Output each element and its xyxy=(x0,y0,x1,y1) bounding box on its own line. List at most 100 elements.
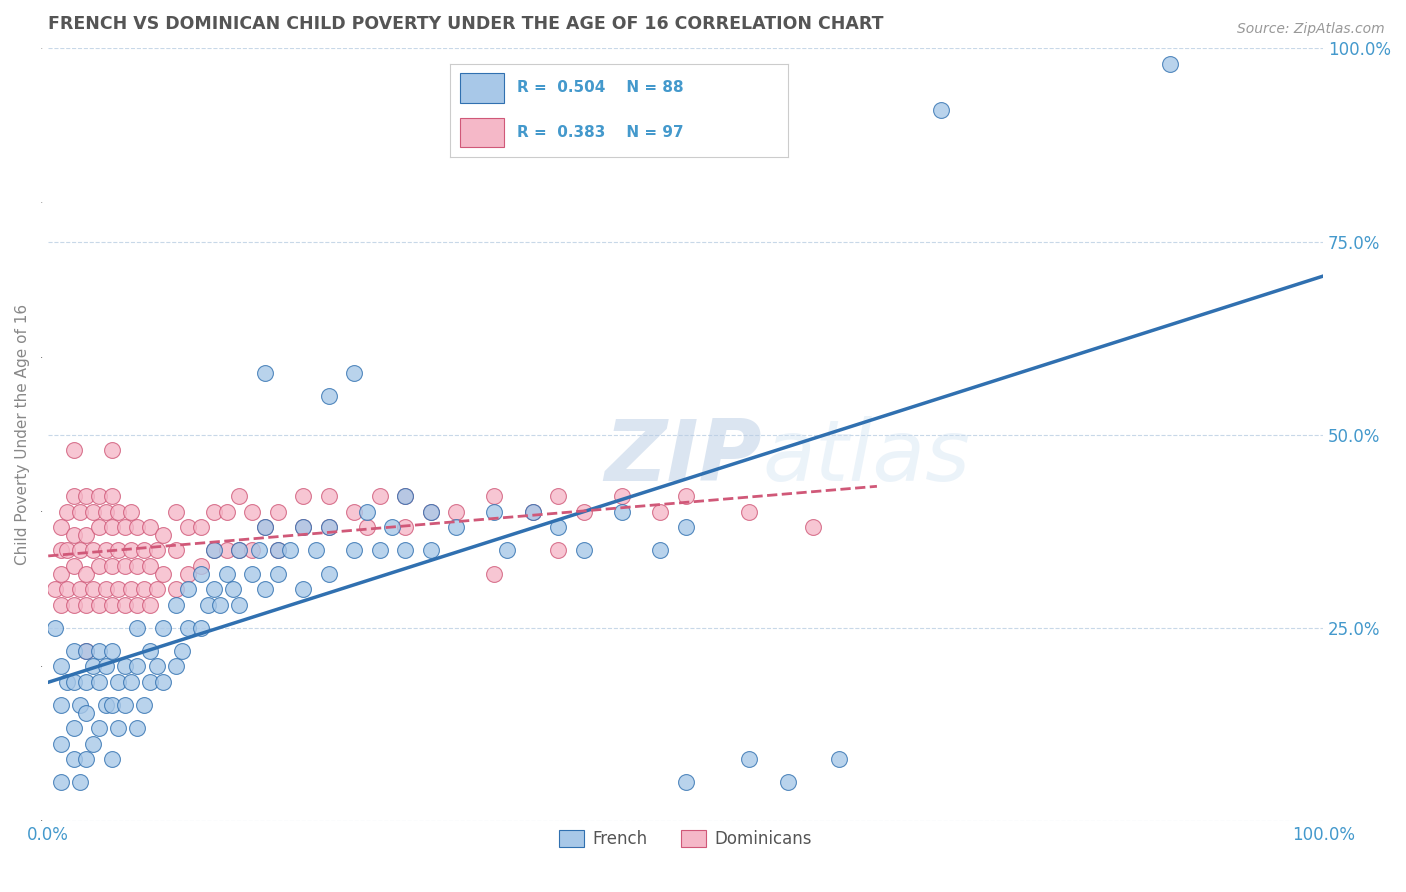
Point xyxy=(547,543,569,558)
Point xyxy=(82,505,104,519)
Point xyxy=(82,659,104,673)
Point xyxy=(177,582,200,596)
Point xyxy=(222,582,245,596)
Point xyxy=(292,582,315,596)
Point xyxy=(120,582,142,596)
Point xyxy=(145,659,167,673)
Point xyxy=(675,490,697,504)
Point xyxy=(165,543,187,558)
Point xyxy=(44,621,66,635)
Point xyxy=(215,566,238,581)
Point xyxy=(228,490,250,504)
Point xyxy=(292,520,315,534)
Point xyxy=(49,698,72,712)
Point xyxy=(177,566,200,581)
Point xyxy=(547,490,569,504)
Text: Source: ZipAtlas.com: Source: ZipAtlas.com xyxy=(1237,22,1385,37)
Point xyxy=(89,721,111,735)
Point xyxy=(62,490,84,504)
Point xyxy=(280,543,302,558)
Point xyxy=(114,520,136,534)
Point xyxy=(522,505,544,519)
Point xyxy=(107,721,129,735)
Text: FRENCH VS DOMINICAN CHILD POVERTY UNDER THE AGE OF 16 CORRELATION CHART: FRENCH VS DOMINICAN CHILD POVERTY UNDER … xyxy=(48,15,884,33)
Point xyxy=(62,752,84,766)
Point xyxy=(215,505,238,519)
Point xyxy=(381,520,404,534)
Legend: French, Dominicans: French, Dominicans xyxy=(553,823,818,855)
Point xyxy=(76,752,98,766)
Point xyxy=(343,543,366,558)
Point xyxy=(82,737,104,751)
Point xyxy=(56,543,79,558)
Point xyxy=(127,558,149,573)
Point xyxy=(94,659,117,673)
Point xyxy=(444,520,467,534)
Point xyxy=(572,505,595,519)
Point xyxy=(394,520,416,534)
Point xyxy=(202,543,225,558)
Point xyxy=(228,598,250,612)
Point xyxy=(49,659,72,673)
Point xyxy=(139,558,162,573)
Point xyxy=(572,543,595,558)
Point xyxy=(114,558,136,573)
Point xyxy=(62,674,84,689)
Point xyxy=(292,520,315,534)
Point xyxy=(929,103,952,118)
Point xyxy=(253,520,276,534)
Point xyxy=(675,775,697,789)
Point xyxy=(1159,57,1181,71)
Y-axis label: Child Poverty Under the Age of 16: Child Poverty Under the Age of 16 xyxy=(15,304,30,566)
Point xyxy=(101,520,124,534)
Point xyxy=(114,659,136,673)
Point xyxy=(650,505,672,519)
Point xyxy=(356,505,378,519)
Point xyxy=(215,543,238,558)
Text: ZIP: ZIP xyxy=(605,417,762,500)
Point xyxy=(419,543,441,558)
Point xyxy=(318,520,340,534)
Point xyxy=(394,490,416,504)
Point xyxy=(368,543,391,558)
Point xyxy=(76,644,98,658)
Point xyxy=(253,520,276,534)
Point xyxy=(62,558,84,573)
Point xyxy=(76,644,98,658)
Point xyxy=(202,543,225,558)
Point xyxy=(76,490,98,504)
Point xyxy=(127,621,149,635)
Point xyxy=(101,698,124,712)
Point xyxy=(318,490,340,504)
Point xyxy=(69,775,91,789)
Point xyxy=(267,505,290,519)
Point xyxy=(82,582,104,596)
Point xyxy=(165,659,187,673)
Point xyxy=(89,520,111,534)
Point xyxy=(318,566,340,581)
Point xyxy=(107,505,129,519)
Point xyxy=(240,566,263,581)
Point xyxy=(343,366,366,380)
Point xyxy=(114,598,136,612)
Point xyxy=(94,543,117,558)
Point xyxy=(49,598,72,612)
Point xyxy=(318,520,340,534)
Point xyxy=(94,698,117,712)
Point xyxy=(253,366,276,380)
Point xyxy=(190,520,212,534)
Point xyxy=(76,598,98,612)
Point xyxy=(49,543,72,558)
Point xyxy=(120,543,142,558)
Text: atlas: atlas xyxy=(762,417,970,500)
Point xyxy=(101,443,124,458)
Point xyxy=(343,505,366,519)
Point xyxy=(76,674,98,689)
Point xyxy=(394,543,416,558)
Point xyxy=(177,520,200,534)
Point xyxy=(120,674,142,689)
Point xyxy=(139,644,162,658)
Point xyxy=(738,752,761,766)
Point xyxy=(69,698,91,712)
Point xyxy=(484,566,506,581)
